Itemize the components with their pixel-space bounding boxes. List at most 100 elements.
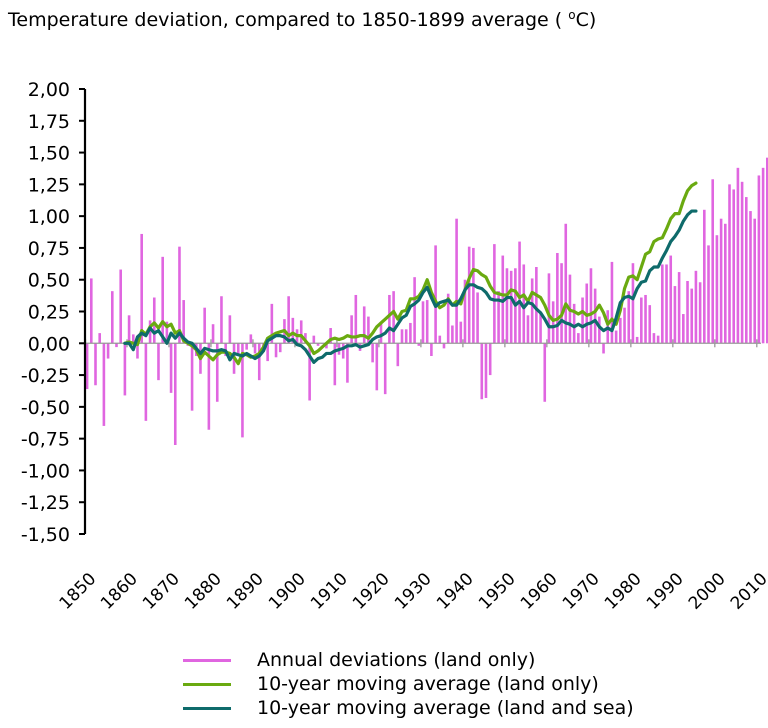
- annual-bar-1935: [442, 343, 446, 349]
- annual-bar-1864: [144, 343, 148, 421]
- annual-bars: [85, 157, 768, 445]
- annual-bar-1904: [312, 335, 316, 344]
- annual-bar-1894: [270, 303, 274, 344]
- annual-bar-1950: [505, 268, 509, 344]
- annual-bar-1980: [631, 263, 635, 344]
- annual-bar-2000: [715, 235, 719, 344]
- chart-title-main: Temperature deviation, compared to 1850-…: [8, 9, 569, 31]
- annual-bar-1957: [535, 267, 538, 344]
- annual-bar-1971: [593, 288, 597, 344]
- annual-bar-1982: [640, 297, 643, 344]
- annual-bar-1863: [140, 233, 143, 344]
- legend-swatch-annual: [183, 658, 231, 662]
- annual-bar-1886: [236, 343, 240, 354]
- annual-bar-1881: [215, 343, 219, 402]
- y-tick-label-9: -0,25: [21, 365, 70, 387]
- y-tick-label-11: -0,75: [21, 429, 70, 451]
- annual-bar-1856: [110, 291, 114, 344]
- legend: Annual deviations (land only) 10-year mo…: [183, 648, 634, 720]
- annual-bar-1879: [207, 343, 211, 430]
- annual-bar-2001: [719, 218, 723, 344]
- x-tick-label-1970: 1970: [559, 569, 604, 614]
- chart-title: Temperature deviation, compared to 1850-…: [8, 8, 596, 31]
- annual-bar-1978: [623, 307, 626, 344]
- annual-bar-1867: [157, 343, 160, 381]
- annual-bar-1930: [421, 301, 425, 344]
- annual-bar-2010: [757, 175, 761, 344]
- annual-bar-1958: [539, 311, 542, 344]
- annual-bar-1859: [123, 343, 127, 396]
- x-tick-label-1940: 1940: [433, 569, 478, 614]
- annual-bar-1972: [598, 316, 601, 344]
- annual-bar-1850: [85, 343, 89, 390]
- annual-bar-1916: [362, 306, 366, 344]
- annual-bar-1962: [556, 253, 559, 344]
- y-tick-label-3: 1,25: [28, 174, 70, 196]
- annual-bar-1955: [526, 315, 530, 344]
- annual-bar-1928: [413, 277, 416, 344]
- annual-bar-1911: [341, 343, 345, 359]
- y-tick-label-4: 1,00: [28, 206, 70, 228]
- annual-bar-1923: [392, 291, 395, 344]
- x-tick-label-1900: 1900: [265, 569, 310, 614]
- annual-bar-2003: [728, 184, 731, 344]
- annual-bar-1973: [602, 343, 605, 354]
- annual-bar-1966: [572, 303, 576, 344]
- annual-bar-1997: [703, 209, 706, 344]
- x-tick-label-1930: 1930: [391, 569, 436, 614]
- annual-bar-1884: [228, 315, 232, 344]
- chart-plot: 2,00 1,75 1,50 1,25 1,00 0,75 0,50 0,25 0,00 -0,2…: [21, 79, 768, 614]
- annual-bar-1861: [131, 334, 135, 344]
- annual-bar-1909: [333, 343, 337, 386]
- x-tick-label-1870: 1870: [139, 569, 184, 614]
- annual-bar-1914: [354, 294, 358, 344]
- x-tick-label-2010: 2010: [727, 569, 768, 614]
- annual-bar-1943: [476, 292, 479, 344]
- annual-bar-1963: [560, 263, 563, 344]
- legend-item-land-sea-avg: 10-year moving average (land and sea): [183, 696, 634, 720]
- annual-bar-1964: [564, 223, 568, 344]
- annual-bar-1927: [409, 322, 412, 344]
- annual-bar-1942: [472, 247, 475, 344]
- annual-bar-1896: [278, 343, 282, 353]
- annual-bar-1868: [161, 256, 164, 344]
- annual-bar-1854: [102, 343, 106, 426]
- annual-bar-1988: [665, 264, 668, 344]
- annual-bar-1989: [669, 255, 673, 344]
- annual-bar-1887: [241, 343, 244, 438]
- annual-bar-1960: [547, 273, 551, 344]
- annual-bar-1905: [316, 343, 320, 346]
- annual-bar-1893: [266, 343, 269, 362]
- annual-bar-1934: [438, 335, 442, 344]
- annual-bar-1956: [530, 278, 534, 344]
- annual-bar-1875: [190, 343, 194, 411]
- annual-bar-1946: [488, 343, 492, 376]
- annual-bar-1869: [165, 321, 169, 344]
- annual-bar-1939: [459, 321, 463, 344]
- annual-bar-1917: [367, 316, 370, 344]
- moving-average-lines: [123, 181, 698, 366]
- annual-bar-1851: [90, 278, 93, 344]
- annual-bar-1926: [404, 329, 408, 344]
- annual-bar-1948: [497, 291, 500, 344]
- y-tick-label-6: 0,50: [28, 270, 70, 292]
- annual-bar-1975: [610, 261, 614, 344]
- annual-bar-1862: [136, 343, 139, 359]
- annual-bar-1888: [245, 343, 248, 350]
- annual-bar-1936: [446, 293, 450, 344]
- annual-bar-1983: [644, 294, 647, 344]
- annual-bar-2012: [766, 157, 768, 344]
- annual-bar-2007: [745, 197, 748, 344]
- chart-title-unit: C): [575, 9, 597, 31]
- annual-bar-1865: [148, 320, 152, 344]
- legend-swatch-land-sea-avg: [183, 706, 231, 710]
- line-land-sea-avg: [123, 209, 698, 364]
- annual-bar-1895: [274, 343, 278, 358]
- annual-bar-1882: [220, 296, 223, 344]
- annual-bar-1987: [661, 264, 664, 344]
- y-tick-label-5: 0,75: [28, 238, 70, 260]
- annual-bar-1991: [677, 272, 681, 344]
- annual-bar-1860: [127, 315, 131, 344]
- annual-bar-1959: [543, 343, 547, 402]
- legend-label-land-avg: 10-year moving average (land only): [257, 673, 599, 695]
